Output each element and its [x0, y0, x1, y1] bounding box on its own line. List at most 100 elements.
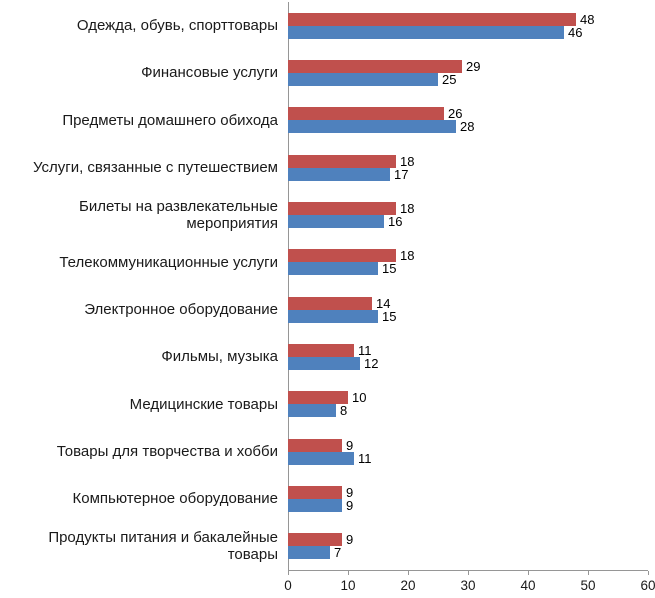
bar-line-red: 18 [288, 154, 648, 168]
bar-line-blue: 15 [288, 308, 648, 324]
bar-blue [288, 546, 330, 560]
category-bar-group: 14 15 [288, 295, 648, 324]
bar-red [288, 391, 348, 405]
category-label: Финансовые услуги [141, 64, 278, 82]
category-bar-group: 18 17 [288, 154, 648, 182]
axis-tick-label: 30 [460, 578, 476, 593]
data-label: 18 [400, 248, 415, 264]
bar-red [288, 296, 372, 310]
bar-line-blue: 17 [288, 166, 648, 182]
data-label: 9 [346, 532, 354, 548]
data-label: 25 [442, 71, 457, 87]
bar-blue [288, 214, 384, 228]
bar-red [288, 12, 576, 26]
bar-line-blue: 28 [288, 119, 648, 135]
bar-line-red: 18 [288, 201, 648, 215]
bar-line-blue: 25 [288, 71, 648, 87]
bar-line-blue: 9 [288, 498, 648, 512]
bar-line-red: 9 [288, 484, 648, 500]
category-bar-group: 11 12 [288, 342, 648, 371]
axis-tick-label: 0 [284, 578, 292, 593]
category-label: Электронное оборудование [84, 301, 278, 318]
category-label: Одежда, обувь, спорттовары [76, 17, 278, 35]
category-label: Продукты питания и бакалейные товары [48, 529, 278, 564]
axis-tick-label: 10 [340, 578, 356, 593]
axis-tick [468, 571, 469, 575]
data-label: 48 [580, 11, 595, 27]
data-label: 14 [376, 295, 391, 311]
data-label: 17 [394, 166, 409, 182]
bar-line-red: 14 [288, 295, 648, 311]
category-row: Компьютерное оборудование 9 9 [0, 475, 648, 522]
data-label: 8 [340, 403, 348, 419]
data-label: 11 [358, 342, 372, 358]
category-label: Телекоммуникационные услуги [59, 253, 278, 271]
data-label: 28 [460, 119, 475, 135]
data-label: 16 [388, 213, 403, 229]
category-row: Медицинские товары 10 8 [0, 381, 648, 428]
bar-red [288, 533, 342, 547]
bar-line-blue: 46 [288, 25, 648, 39]
bar-red [288, 438, 342, 452]
data-label: 10 [352, 390, 367, 406]
category-bar-group: 18 15 [288, 248, 648, 277]
category-label: Товары для творчества и хобби [56, 442, 278, 460]
bar-line-red: 29 [288, 58, 648, 74]
category-axis-line [288, 2, 289, 571]
category-bar-group: 29 25 [288, 58, 648, 87]
data-label: 15 [382, 308, 397, 324]
data-label: 12 [364, 355, 379, 371]
bar-blue [288, 120, 456, 134]
category-bar-group: 10 8 [288, 390, 648, 419]
bar-blue [288, 404, 336, 418]
category-label: Услуги, связанные с путешествием [32, 159, 278, 177]
category-row: Услуги, связанные с путешествием 18 17 [0, 144, 648, 191]
category-row: Электронное оборудование 14 15 [0, 286, 648, 333]
category-label: Билеты на развлекательные мероприятия [79, 197, 278, 232]
bar-line-blue: 15 [288, 261, 648, 277]
category-bar-group: 18 16 [288, 201, 648, 229]
bar-line-red: 11 [288, 342, 648, 358]
bar-blue [288, 309, 378, 323]
category-bar-group: 48 46 [288, 11, 648, 39]
category-label: Предметы домашнего обихода [62, 111, 278, 129]
bar-red [288, 343, 354, 357]
bar-blue [288, 167, 390, 181]
category-row: Товары для творчества и хобби 9 11 [0, 428, 648, 475]
bar-line-red: 48 [288, 11, 648, 27]
category-row: Предметы домашнего обихода 26 28 [0, 97, 648, 144]
bar-blue [288, 498, 342, 512]
category-row: Фильмы, музыка 11 12 [0, 333, 648, 380]
axis-tick-label: 60 [640, 578, 655, 593]
bar-red [288, 154, 396, 168]
bar-red [288, 485, 342, 499]
bar-line-blue: 16 [288, 213, 648, 229]
axis-tick [648, 571, 649, 575]
category-label: Медицинские товары [129, 395, 278, 413]
category-row: Финансовые услуги 29 25 [0, 49, 648, 96]
data-label: 29 [466, 58, 481, 74]
bar-line-blue: 11 [288, 450, 648, 466]
axis-tick-label: 20 [400, 578, 416, 593]
bar-line-red: 26 [288, 106, 648, 122]
value-axis-line: 0 10 20 30 40 50 60 [284, 570, 655, 593]
data-label: 26 [448, 106, 463, 122]
chart-plot-area: Одежда, обувь, спорттовары 48 46 Финансовые… [0, 2, 648, 570]
bar-line-red: 9 [288, 438, 648, 452]
axis-tick [588, 571, 589, 575]
category-row: Билеты на развлекательные мероприятия 18 1… [0, 191, 648, 238]
bar-red [288, 249, 396, 263]
bar-line-red: 9 [288, 532, 648, 548]
bar-blue [288, 451, 354, 465]
axis-tick [348, 571, 349, 575]
axis-tick-label: 50 [580, 578, 596, 593]
data-label: 9 [346, 484, 354, 500]
data-label: 11 [358, 450, 372, 466]
data-label: 15 [382, 261, 397, 277]
category-row: Телекоммуникационные услуги 18 15 [0, 239, 648, 286]
category-label: Компьютерное оборудование [72, 490, 278, 508]
bar-blue [288, 72, 438, 86]
